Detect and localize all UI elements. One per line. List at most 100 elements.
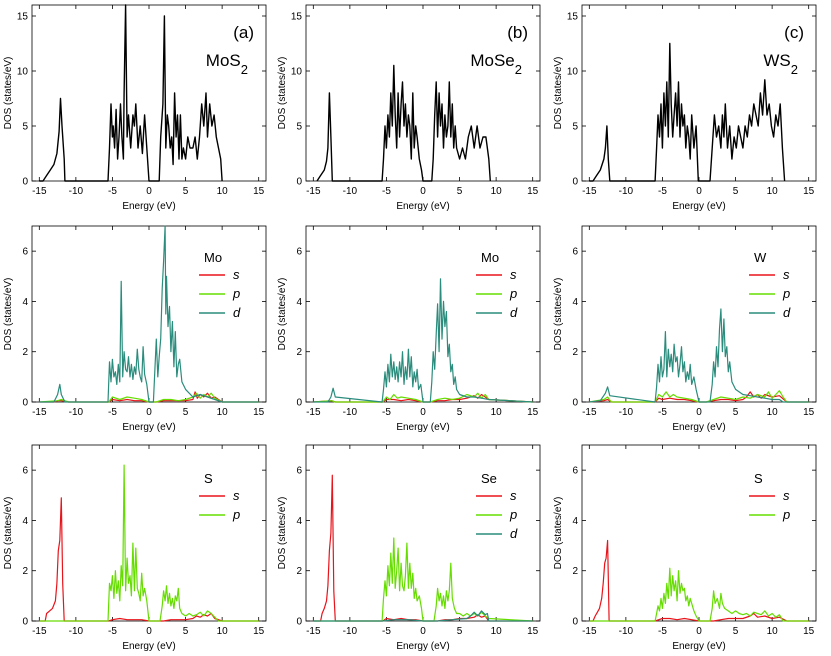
legend-title: Mo [204, 250, 222, 265]
x-tick-label: 10 [491, 407, 503, 418]
series-line-total [39, 4, 223, 182]
x-tick-label: -15 [32, 626, 47, 637]
x-tick-label: 0 [146, 626, 152, 637]
y-tick-label: 6 [572, 247, 578, 258]
legend-title: W [754, 250, 767, 265]
y-tick-label: 4 [572, 297, 578, 308]
y-tick-label: 0 [572, 398, 578, 409]
panel-c-metal: -15 -10 -5 0 5 10 15 0 2 4 6 Energy (eV) DOS (states… [553, 225, 817, 433]
x-tick-label: 10 [767, 186, 779, 197]
y-axis-label: DOS (states/eV) [277, 278, 288, 351]
y-tick-label: 15 [567, 12, 579, 23]
x-tick-label: 15 [527, 626, 539, 637]
x-tick-label: 15 [527, 407, 539, 418]
series-line-p [589, 567, 809, 622]
x-tick-label: 10 [217, 626, 229, 637]
y-tick-label: 0 [22, 617, 28, 628]
y-tick-label: 5 [22, 122, 28, 133]
x-tick-label: 5 [183, 626, 189, 637]
x-tick-label: 15 [803, 186, 815, 197]
x-tick-label: -15 [582, 407, 597, 418]
x-axis-label: Energy (eV) [122, 422, 175, 433]
y-tick-label: 0 [572, 177, 578, 188]
legend-label-p: p [232, 507, 240, 522]
plot-frame [581, 444, 817, 622]
legend-label-s: s [233, 488, 240, 503]
plot-frame [305, 4, 541, 182]
y-tick-label: 4 [296, 297, 302, 308]
y-tick-label: 2 [296, 347, 302, 358]
x-tick-label: 10 [217, 186, 229, 197]
material-formula: MoSe [470, 51, 514, 70]
y-tick-label: 0 [296, 177, 302, 188]
y-axis-label: DOS (states/eV) [277, 57, 288, 130]
y-tick-label: 2 [572, 347, 578, 358]
x-tick-label: -15 [32, 407, 47, 418]
legend-label-s: s [510, 267, 517, 282]
y-tick-label: 0 [296, 398, 302, 409]
plot-frame [305, 225, 541, 403]
series-line-total [316, 64, 491, 182]
y-axis-label: DOS (states/eV) [277, 497, 288, 570]
y-axis-label: DOS (states/eV) [553, 278, 564, 351]
legend-label-d: d [233, 305, 241, 320]
y-tick-label: 4 [572, 516, 578, 527]
x-tick-label: -15 [306, 626, 321, 637]
y-tick-label: 6 [296, 247, 302, 258]
x-tick-label: 0 [696, 626, 702, 637]
x-tick-label: 10 [767, 626, 779, 637]
x-tick-label: 0 [696, 407, 702, 418]
x-tick-label: 15 [527, 186, 539, 197]
material-subscript: 2 [241, 62, 248, 77]
legend-label-s: s [233, 267, 240, 282]
plot-frame [31, 4, 267, 182]
x-tick-label: 5 [733, 626, 739, 637]
plot-frame [31, 225, 267, 403]
panel-c-total: -15 -10 -5 0 5 10 15 0 5 10 15 Energy (eV) DOS (stat… [553, 4, 817, 212]
x-tick-label: 5 [183, 186, 189, 197]
y-tick-label: 15 [291, 12, 303, 23]
panel-letter: (c) [784, 23, 804, 42]
legend-label-p: p [782, 286, 790, 301]
x-tick-label: 0 [420, 626, 426, 637]
material-label: WS2 [763, 51, 798, 77]
legend-title: Mo [481, 250, 499, 265]
x-tick-label: 15 [253, 186, 265, 197]
x-tick-label: 15 [253, 407, 265, 418]
x-tick-label: 15 [803, 626, 815, 637]
x-tick-label: 5 [457, 626, 463, 637]
x-tick-label: -5 [658, 407, 667, 418]
x-tick-label: -5 [108, 626, 117, 637]
legend-label-d: d [510, 305, 518, 320]
x-tick-label: 0 [420, 407, 426, 418]
x-tick-label: -10 [619, 186, 634, 197]
x-tick-label: 5 [733, 407, 739, 418]
y-axis-label: DOS (states/eV) [553, 497, 564, 570]
x-axis-label: Energy (eV) [672, 641, 725, 652]
legend-title: S [754, 471, 763, 486]
y-tick-label: 6 [296, 466, 302, 477]
material-label: MoSe2 [470, 51, 522, 77]
series-line-total [589, 42, 786, 182]
panel-b-chalcogen: -15 -10 -5 0 5 10 15 0 2 4 6 Energy (eV) DOS (states… [277, 444, 541, 652]
x-tick-label: -10 [619, 407, 634, 418]
material-formula: MoS [206, 51, 241, 70]
panel-a-total: -15 -10 -5 0 5 10 15 0 5 10 15 Energy (eV) DOS (stat… [3, 4, 267, 212]
y-tick-label: 10 [567, 67, 579, 78]
x-tick-label: 5 [457, 186, 463, 197]
x-axis-label: Energy (eV) [672, 422, 725, 433]
y-tick-label: 6 [22, 247, 28, 258]
x-tick-label: -10 [69, 407, 84, 418]
y-tick-label: 4 [22, 297, 28, 308]
x-tick-label: 0 [146, 186, 152, 197]
panel-b-metal: -15 -10 -5 0 5 10 15 0 2 4 6 Energy (eV) DOS (states… [277, 225, 541, 433]
legend-label-d: d [783, 305, 791, 320]
series-line-s [589, 539, 809, 622]
y-tick-label: 4 [296, 516, 302, 527]
x-tick-label: -10 [343, 407, 358, 418]
panel-letter: (b) [507, 23, 528, 42]
x-tick-label: 0 [696, 186, 702, 197]
x-axis-label: Energy (eV) [396, 641, 449, 652]
series-line-s [313, 474, 533, 622]
x-axis-label: Energy (eV) [396, 422, 449, 433]
